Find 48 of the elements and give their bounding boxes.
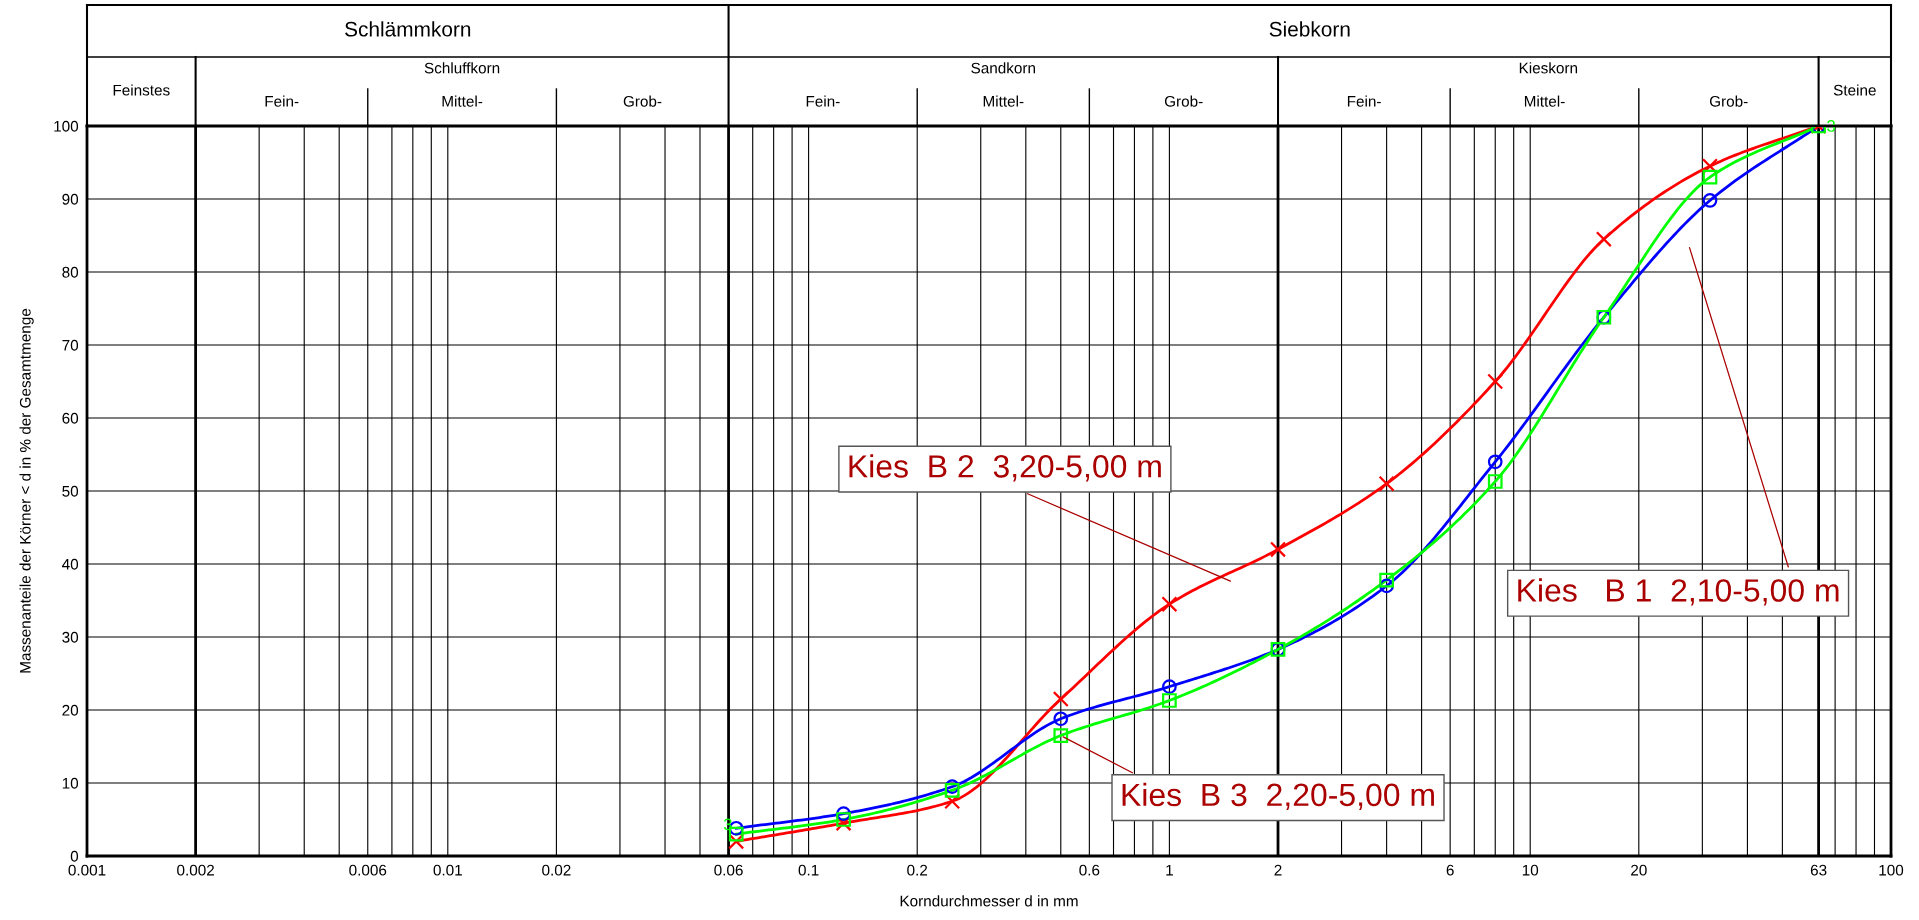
x-tick-label: 0.06 xyxy=(714,864,743,876)
text: Steine xyxy=(1833,84,1876,96)
x-tick-label: 0.02 xyxy=(542,864,571,876)
x-tick-label: 0.006 xyxy=(349,864,387,876)
x-tick-label: 0.002 xyxy=(177,864,214,876)
x-tick-label: 10 xyxy=(1522,864,1539,876)
x-tick-label: 0.1 xyxy=(798,864,819,876)
text: Sandkorn xyxy=(971,62,1035,74)
y-tick-label: 40 xyxy=(62,558,79,570)
x-tick-label: 0.6 xyxy=(1079,864,1100,876)
y-tick-label: 50 xyxy=(62,485,79,497)
y-tick-label: 70 xyxy=(62,339,79,351)
y-tick-label: 30 xyxy=(62,631,79,643)
x-tick-label: 63 xyxy=(1810,864,1827,876)
text: Mittel- xyxy=(983,95,1024,107)
x-tick-label: 100 xyxy=(1879,864,1904,876)
text: Kieskorn xyxy=(1519,62,1578,74)
annotation: Kies B 1 2,10-5,00 m xyxy=(1518,578,1839,606)
annotation: Kies B 2 3,20-5,00 m xyxy=(849,454,1161,482)
x-axis-title: Korndurchmesser d in mm xyxy=(900,895,1078,907)
y-tick-label: 60 xyxy=(62,412,79,424)
text: Feinstes xyxy=(113,84,170,96)
x-tick-label: 2 xyxy=(1274,864,1282,876)
text: Fein- xyxy=(806,95,840,107)
text: Mittel- xyxy=(442,95,483,107)
y-tick-label: 0 xyxy=(70,850,79,862)
y-tick-label: 20 xyxy=(62,704,79,716)
x-tick-label: 6 xyxy=(1446,864,1454,876)
x-tick-label: 20 xyxy=(1631,864,1647,876)
text: Schlämmkorn xyxy=(345,21,471,37)
text: Fein- xyxy=(265,95,299,107)
x-tick-label: 1 xyxy=(1166,864,1173,876)
text: Grob- xyxy=(1709,95,1748,107)
y-tick-label: 10 xyxy=(62,777,79,789)
y-axis-title: Massenanteile der Körner < d in % der Gesamtmenge xyxy=(19,308,34,673)
text: Siebkorn xyxy=(1269,21,1350,37)
text: Fein- xyxy=(1347,95,1381,107)
y-tick-label: 90 xyxy=(62,193,79,205)
text: Grob- xyxy=(1164,95,1203,107)
x-tick-label: 0.001 xyxy=(68,864,106,876)
text: Schluffkorn xyxy=(424,62,500,74)
text: Grob- xyxy=(623,95,662,107)
x-tick-label: 0.01 xyxy=(433,864,462,876)
y-tick-label: 80 xyxy=(62,266,79,278)
annotation: Kies B 3 2,20-5,00 m xyxy=(1122,782,1434,810)
text: Mittel- xyxy=(1524,95,1565,107)
x-tick-label: 0.2 xyxy=(907,864,928,876)
y-tick-label: 100 xyxy=(54,120,79,132)
